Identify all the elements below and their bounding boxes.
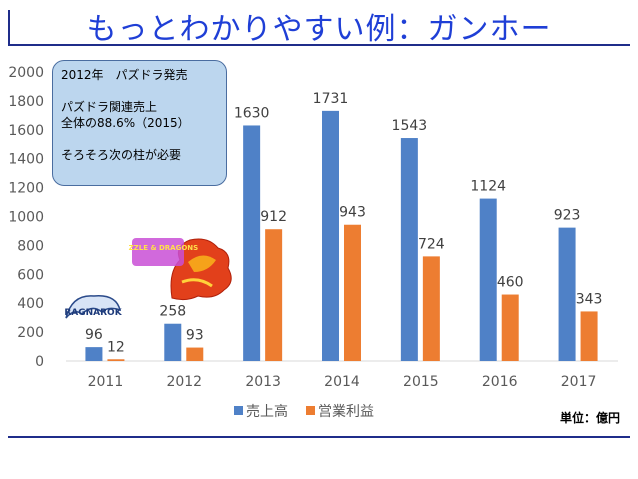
callout-line-release: 2012年 パズドラ発売 — [61, 68, 188, 82]
ragnarok-logo: RAGNAROK — [64, 295, 123, 319]
y-tick-label: 400 — [17, 296, 44, 312]
sales-bar — [558, 227, 576, 361]
y-tick-label: 1400 — [8, 152, 44, 168]
y-tick-label: 2000 — [8, 65, 44, 81]
title-accent-line — [8, 10, 10, 46]
sales-data-label: 96 — [85, 327, 103, 343]
ragnarok-logo-text: RAGNAROK — [64, 308, 122, 318]
pazudora-note-callout: 2012年 パズドラ発売 パズドラ関連売上 全体の88.6%（2015） そろそ… — [52, 60, 227, 186]
unit-label: 単位：億円 — [560, 411, 621, 425]
callout-line-share: 全体の88.6%（2015） — [61, 116, 190, 130]
sales-data-label: 258 — [159, 304, 186, 320]
profit-bar — [501, 294, 519, 361]
profit-data-label: 93 — [186, 328, 204, 344]
y-tick-label: 1200 — [8, 181, 44, 197]
y-tick-label: 1000 — [8, 210, 44, 226]
legend-swatch-profit — [306, 406, 315, 415]
y-tick-label: 1600 — [8, 123, 44, 139]
y-tick-label: 1800 — [8, 94, 44, 110]
callout-line-related-sales: パズドラ関連売上 — [61, 100, 158, 114]
profit-bar — [580, 311, 598, 361]
sales-data-label: 1731 — [313, 91, 349, 107]
profit-data-label: 724 — [418, 236, 445, 252]
x-tick-label: 2017 — [561, 374, 597, 390]
y-tick-label: 0 — [35, 354, 44, 370]
profit-data-label: 943 — [339, 205, 366, 221]
sales-data-label: 1124 — [470, 179, 506, 195]
x-tick-label: 2016 — [482, 374, 518, 390]
profit-bar — [422, 256, 440, 361]
sales-bar — [479, 198, 497, 361]
profit-bar — [344, 224, 361, 361]
bottom-divider — [8, 436, 630, 438]
sales-bar — [164, 323, 182, 361]
title-divider — [8, 44, 630, 46]
slide-title: もっとわかりやすい例：ガンホー — [86, 12, 552, 47]
x-tick-label: 2015 — [403, 374, 439, 390]
sales-bar — [400, 138, 418, 361]
y-tick-label: 200 — [17, 325, 44, 341]
pazudora-logo-text: PUZZLE & DRAGONS — [128, 244, 198, 252]
sales-data-label: 923 — [554, 208, 581, 224]
legend-swatch-sales — [234, 406, 243, 415]
sales-bar — [243, 125, 261, 361]
profit-bar — [107, 359, 125, 361]
x-tick-label: 2011 — [88, 374, 124, 390]
profit-data-label: 343 — [576, 291, 603, 307]
profit-data-label: 460 — [497, 275, 524, 291]
profit-data-label: 12 — [107, 339, 125, 355]
sales-data-label: 1543 — [392, 118, 428, 134]
x-tick-label: 2013 — [245, 374, 281, 390]
profit-data-label: 912 — [260, 209, 287, 225]
legend-label-sales: 売上高 — [246, 403, 288, 420]
y-tick-label: 800 — [17, 238, 44, 254]
puzzle-dragons-logo: PUZZLE & DRAGONS — [128, 238, 232, 301]
legend-label-profit: 営業利益 — [318, 404, 374, 420]
callout-line-next-pillar: そろそろ次の柱が必要 — [61, 148, 182, 162]
x-tick-label: 2012 — [166, 374, 202, 390]
profit-bar — [186, 347, 204, 361]
y-tick-label: 600 — [17, 267, 44, 283]
profit-bar — [265, 229, 283, 361]
sales-data-label: 1630 — [234, 105, 270, 121]
x-tick-label: 2014 — [324, 374, 360, 390]
sales-bar — [85, 347, 103, 361]
sales-bar — [322, 110, 339, 361]
